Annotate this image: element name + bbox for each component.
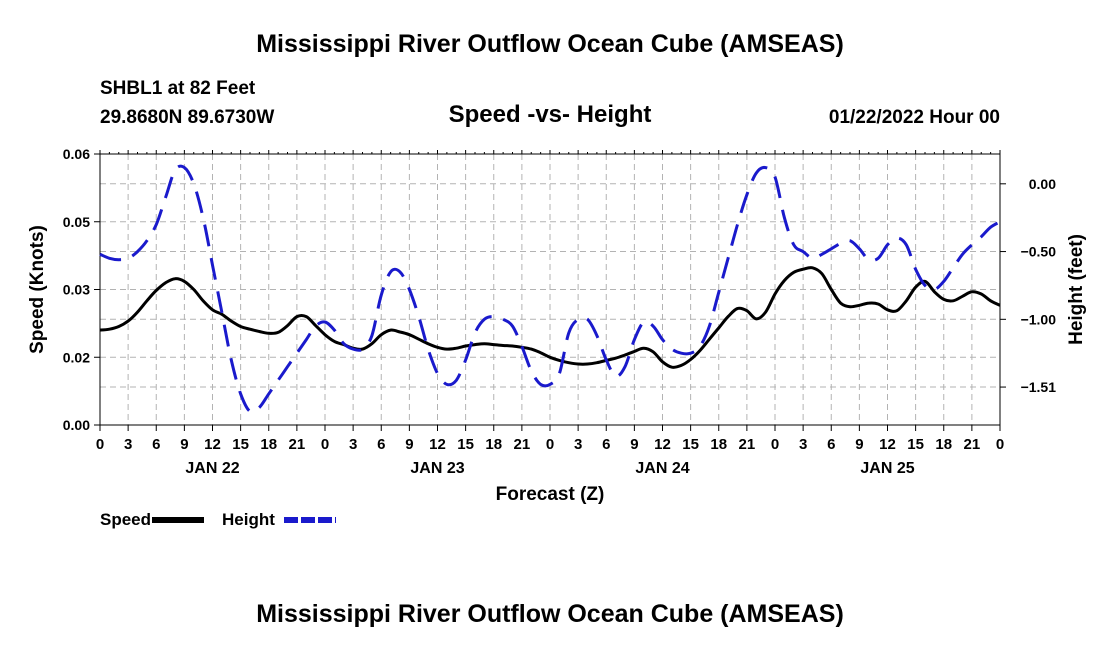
x-tick-label: 15	[232, 436, 249, 453]
x-tick-label: 12	[654, 436, 671, 453]
y2-tick-label: −0.50	[1021, 244, 1057, 260]
series	[99, 164, 1001, 414]
x-tick-label: 18	[260, 436, 277, 453]
x-tick-label: 12	[429, 436, 446, 453]
station-label: SHBL1 at 82 Feet	[100, 78, 256, 99]
x-tick-label: 3	[799, 436, 807, 453]
x-tick-label: 18	[485, 436, 502, 453]
y-tick-label: 0.05	[63, 214, 90, 230]
x-tick-label: 18	[710, 436, 727, 453]
x-axis-title: Forecast (Z)	[496, 484, 605, 505]
x-day-label: JAN 22	[185, 460, 239, 477]
x-tick-label: 9	[405, 436, 413, 453]
x-tick-label: 15	[457, 436, 474, 453]
chart-title: Mississippi River Outflow Ocean Cube (AM…	[256, 30, 844, 58]
x-tick-label: 0	[996, 436, 1004, 453]
x-tick-label: 9	[180, 436, 188, 453]
x-tick-label: 9	[855, 436, 863, 453]
series-line-speed	[99, 266, 1001, 369]
x-tick-label: 21	[289, 436, 306, 453]
x-tick-label: 9	[630, 436, 638, 453]
coordinates-label: 29.8680N 89.6730W	[100, 107, 275, 128]
y2-axis-title: Height (feet)	[1066, 234, 1087, 345]
legend: Speed Height	[100, 510, 336, 529]
x-tick-label: 12	[204, 436, 221, 453]
x-tick-label: 0	[96, 436, 104, 453]
x-tick-label: 21	[964, 436, 981, 453]
x-tick-label: 15	[682, 436, 699, 453]
axis-labels: 0 3 6 9 12 15 18 21 0 3 6 9 12 15 18 21 0 3 6 9 12 15 18 21 0 3 6 9…	[27, 146, 1087, 505]
series-line-height	[99, 164, 1001, 414]
legend-label-speed: Speed	[100, 510, 151, 529]
x-tick-label: 6	[827, 436, 835, 453]
x-tick-label: 6	[377, 436, 385, 453]
x-tick-label: 0	[321, 436, 329, 453]
y2-tick-label: −1.51	[1021, 379, 1057, 395]
x-tick-label: 0	[546, 436, 554, 453]
x-tick-label: 3	[574, 436, 582, 453]
x-tick-label: 6	[602, 436, 610, 453]
x-tick-label: 3	[349, 436, 357, 453]
x-tick-label: 12	[879, 436, 896, 453]
datetime-label: 01/22/2022 Hour 00	[828, 107, 1000, 128]
x-tick-label: 6	[152, 436, 160, 453]
y-tick-label: 0.00	[63, 417, 90, 433]
x-day-label: JAN 24	[635, 460, 689, 477]
y-tick-label: 0.06	[63, 146, 90, 162]
axis-ticks	[94, 150, 1006, 431]
x-day-label: JAN 23	[410, 460, 464, 477]
y-tick-label: 0.02	[63, 349, 90, 365]
y-axis-title: Speed (Knots)	[27, 225, 48, 354]
x-tick-label: 18	[935, 436, 952, 453]
x-tick-label: 15	[907, 436, 924, 453]
x-tick-label: 21	[739, 436, 756, 453]
footer-title: Mississippi River Outflow Ocean Cube (AM…	[256, 600, 844, 628]
x-day-label: JAN 25	[860, 460, 914, 477]
x-tick-label: 0	[771, 436, 779, 453]
chart-subtitle: Speed -vs- Height	[448, 101, 652, 128]
y-tick-label: 0.03	[63, 282, 90, 298]
y2-tick-label: 0.00	[1029, 176, 1056, 192]
legend-label-height: Height	[222, 510, 275, 529]
x-tick-label: 21	[514, 436, 531, 453]
y2-tick-label: −1.00	[1021, 311, 1057, 327]
x-tick-label: 3	[124, 436, 132, 453]
